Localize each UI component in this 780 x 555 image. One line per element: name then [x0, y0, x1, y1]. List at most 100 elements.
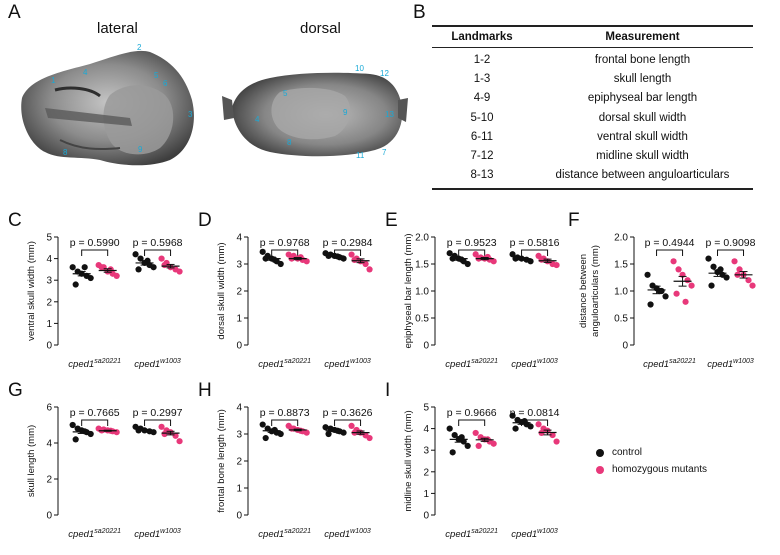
landmark-label: 1 — [51, 76, 56, 85]
group-label-base: cped1 — [445, 529, 471, 540]
data-point — [87, 274, 94, 282]
group-label-superscript: w1003 — [733, 358, 754, 365]
table-cell-landmarks: 7-12 — [470, 150, 494, 162]
data-point — [446, 425, 453, 432]
group-label-base: cped1 — [134, 359, 160, 370]
y-tick-label: 2 — [423, 467, 429, 478]
group-label: cped1sa20221 — [445, 358, 498, 370]
data-point — [527, 258, 534, 265]
legend-item-control: control — [596, 444, 707, 461]
y-tick-label: 0 — [423, 341, 429, 352]
data-point — [348, 422, 355, 429]
legend-label-control: control — [612, 447, 643, 458]
significance-bracket — [81, 249, 109, 256]
y-tick-label: 5 — [423, 403, 429, 414]
y-tick-label: 1.5 — [415, 260, 429, 271]
group-label-superscript: sa20221 — [471, 358, 498, 365]
data-point — [150, 264, 157, 271]
data-point — [509, 251, 516, 258]
y-axis-label: anguloarticulars (mm) — [590, 245, 601, 337]
data-point — [647, 301, 654, 308]
data-point — [710, 263, 717, 270]
y-tick-label: 3 — [236, 430, 242, 441]
data-point — [69, 421, 76, 429]
data-point — [673, 290, 680, 297]
data-point — [325, 430, 332, 438]
y-tick-label: 1.0 — [614, 287, 628, 298]
landmark-label: 4 — [255, 115, 260, 124]
data-point — [675, 266, 682, 273]
table-cell-measurement: skull length — [613, 73, 672, 86]
data-point — [271, 426, 278, 434]
data-point — [475, 442, 482, 449]
data-point — [527, 423, 534, 430]
y-tick-label: 0 — [423, 511, 429, 522]
landmark-label: 8 — [63, 148, 68, 157]
p-value-label: p = 0.5990 — [70, 237, 120, 249]
chart-legend: control homozygous mutants — [596, 444, 707, 478]
data-point — [72, 281, 79, 288]
p-value-label: p = 0.9523 — [447, 237, 497, 249]
p-value-label: p = 0.9666 — [447, 407, 497, 419]
p-value-label: p = 0.5816 — [510, 237, 560, 249]
data-point — [277, 430, 284, 438]
p-value-label: p = 0.9098 — [706, 237, 756, 249]
significance-bracket — [144, 419, 172, 426]
significance-bracket — [521, 249, 549, 256]
landmark-label: 2 — [137, 43, 142, 52]
data-point — [736, 266, 743, 273]
data-point — [723, 274, 730, 281]
data-point — [69, 264, 76, 271]
panel-letter-i: I — [385, 380, 391, 401]
panel-letter-e: E — [385, 210, 398, 231]
table-cell-landmarks: 1-2 — [473, 54, 491, 66]
group-label-base: cped1 — [68, 529, 94, 540]
group-label-superscript: sa20221 — [284, 528, 311, 535]
y-axis-label: ventral skull width (mm) — [26, 241, 37, 341]
significance-bracket — [271, 419, 299, 426]
landmark-label: 6 — [163, 79, 168, 88]
panel-letter-c: C — [8, 210, 22, 231]
significance-bracket — [656, 249, 684, 256]
panel-letter-d: D — [198, 210, 212, 231]
group-label: cped1sa20221 — [68, 358, 121, 370]
data-point — [464, 260, 471, 268]
legend-label-mutants: homozygous mutants — [612, 464, 708, 475]
y-axis-label: epiphyseal bar length (mm) — [403, 233, 414, 348]
significance-bracket — [81, 419, 109, 426]
lateral-view-label: lateral — [97, 20, 138, 37]
group-label: cped1w1003 — [134, 528, 181, 540]
data-point — [490, 440, 497, 447]
group-label-superscript: w1003 — [350, 528, 371, 535]
table-cell-measurement: epiphyseal bar length — [587, 92, 698, 105]
y-tick-label: 2.0 — [614, 233, 628, 244]
y-tick-label: 0 — [236, 511, 242, 522]
y-tick-label: 1 — [46, 319, 52, 330]
dorsal-skull-image — [222, 72, 408, 157]
data-point — [348, 251, 355, 258]
y-tick-label: 6 — [46, 403, 52, 414]
data-point — [366, 434, 373, 442]
table-cell-landmarks: 4-9 — [473, 92, 491, 105]
y-tick-label: 1.0 — [415, 287, 429, 298]
significance-bracket — [144, 249, 172, 256]
group-label: cped1sa20221 — [445, 528, 498, 540]
landmark-label: 9 — [343, 108, 348, 117]
group-label-base: cped1 — [643, 359, 669, 370]
p-value-label: p = 0.0814 — [510, 407, 560, 419]
table-cell-measurement: dorsal skull width — [598, 111, 687, 124]
group-label: cped1w1003 — [511, 358, 558, 370]
p-value-label: p = 0.7665 — [70, 407, 120, 419]
data-point — [150, 429, 157, 436]
panel-letter-a: A — [8, 2, 21, 23]
y-tick-label: 4 — [236, 233, 242, 244]
data-point — [161, 261, 168, 269]
data-point — [72, 436, 79, 443]
group-label: cped1w1003 — [324, 528, 371, 540]
legend-item-mutants: homozygous mutants — [596, 461, 707, 478]
data-point — [705, 255, 712, 262]
